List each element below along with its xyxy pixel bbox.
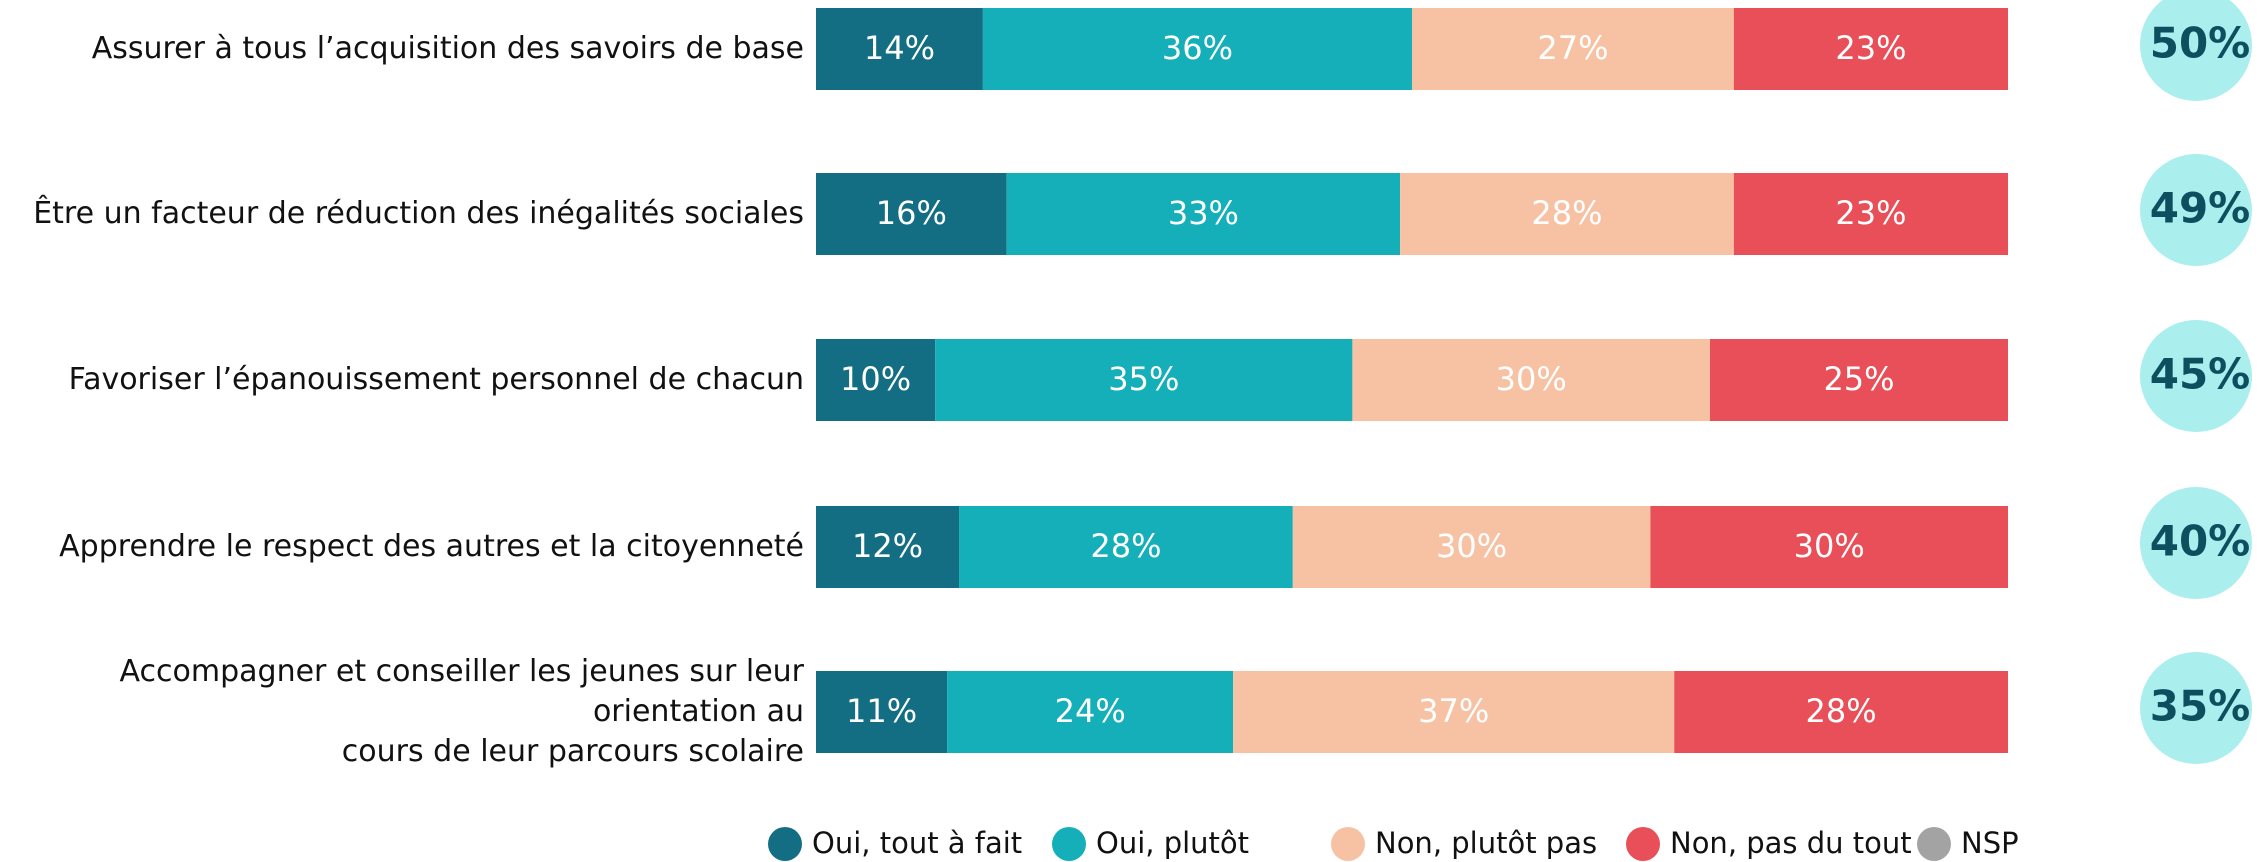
category-label: Accompagner et conseiller les jeunes sur…	[119, 654, 804, 769]
value-label: 10%	[840, 360, 911, 398]
value-label: 14%	[864, 29, 935, 67]
total-circle	[2140, 154, 2252, 266]
bar-segment	[1292, 506, 1651, 588]
legend-label: Oui, plutôt	[1096, 826, 1249, 860]
bar-segment	[1400, 173, 1734, 255]
value-label: 25%	[1823, 360, 1894, 398]
bar-segment	[1674, 671, 2008, 753]
bar-segment	[982, 8, 1412, 90]
category-label: Favoriser l’épanouissement personnel de …	[68, 362, 804, 397]
total-circle	[2140, 320, 2252, 432]
total-label: 35%	[2150, 682, 2251, 731]
bar-segment	[816, 506, 960, 588]
bar-segment	[1733, 8, 2008, 90]
bar-segment	[947, 671, 1234, 753]
legend-swatch	[768, 827, 802, 861]
value-label: 30%	[1496, 360, 1567, 398]
bar-segment	[816, 8, 983, 90]
category-label: Assurer à tous l’acquisition des savoirs…	[91, 31, 804, 66]
legend-label: Non, plutôt pas	[1375, 826, 1597, 860]
value-label: 27%	[1537, 29, 1608, 67]
value-label: 28%	[1806, 692, 1877, 730]
legend-swatch	[1331, 827, 1365, 861]
total-circle	[2140, 0, 2252, 101]
bar-segment	[1733, 173, 2008, 255]
total-label: 49%	[2150, 184, 2251, 233]
legend-swatch	[1917, 827, 1951, 861]
bar-segment	[1710, 339, 2008, 421]
legend-label: Oui, tout à fait	[812, 826, 1022, 860]
bar-segment	[816, 173, 1007, 255]
bar-segment	[1412, 8, 1734, 90]
value-label: 30%	[1794, 527, 1865, 565]
bar-segment	[816, 671, 948, 753]
bar-segment	[935, 339, 1353, 421]
category-label: Apprendre le respect des autres et la ci…	[59, 529, 804, 564]
category-label: Être un facteur de réduction des inégali…	[33, 196, 804, 231]
total-circle	[2140, 487, 2252, 599]
total-label: 45%	[2150, 350, 2251, 399]
value-label: 37%	[1418, 692, 1489, 730]
bar-segment	[1233, 671, 1675, 753]
value-label: 16%	[876, 194, 947, 232]
total-label: 50%	[2150, 19, 2251, 68]
bar-segment	[816, 339, 936, 421]
value-label: 28%	[1531, 194, 1602, 232]
value-label: 23%	[1835, 29, 1906, 67]
value-label: 36%	[1162, 29, 1233, 67]
legend-swatch	[1626, 827, 1660, 861]
legend-swatch	[1052, 827, 1086, 861]
value-label: 23%	[1835, 194, 1906, 232]
bar-segment	[959, 506, 1293, 588]
value-label: 33%	[1168, 194, 1239, 232]
value-label: 35%	[1108, 360, 1179, 398]
value-label: 28%	[1090, 527, 1161, 565]
bar-segment	[1352, 339, 1710, 421]
total-label: 40%	[2150, 517, 2251, 566]
bar-segment	[1006, 173, 1401, 255]
value-label: 24%	[1055, 692, 1126, 730]
value-label: 11%	[846, 692, 917, 730]
total-circle	[2140, 652, 2252, 764]
value-label: 30%	[1436, 527, 1507, 565]
legend-label: Non, pas du tout	[1670, 826, 1912, 860]
bar-segment	[1650, 506, 2008, 588]
value-label: 12%	[852, 527, 923, 565]
legend-label: NSP	[1961, 826, 2019, 860]
